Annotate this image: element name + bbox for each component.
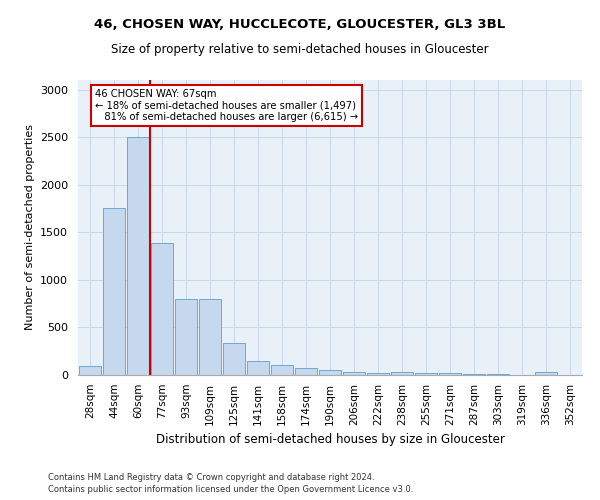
Bar: [535, 372, 557, 375]
Text: Contains public sector information licensed under the Open Government Licence v3: Contains public sector information licen…: [48, 485, 413, 494]
Bar: [463, 374, 485, 375]
Bar: [223, 342, 245, 375]
Bar: [415, 373, 437, 375]
Bar: [367, 373, 389, 375]
Bar: [391, 372, 413, 375]
Bar: [487, 374, 509, 375]
Bar: [343, 372, 365, 375]
Text: Size of property relative to semi-detached houses in Gloucester: Size of property relative to semi-detach…: [111, 42, 489, 56]
Text: Contains HM Land Registry data © Crown copyright and database right 2024.: Contains HM Land Registry data © Crown c…: [48, 472, 374, 482]
X-axis label: Distribution of semi-detached houses by size in Gloucester: Distribution of semi-detached houses by …: [155, 433, 505, 446]
Bar: [439, 373, 461, 375]
Text: 46, CHOSEN WAY, HUCCLECOTE, GLOUCESTER, GL3 3BL: 46, CHOSEN WAY, HUCCLECOTE, GLOUCESTER, …: [94, 18, 506, 30]
Bar: [151, 242, 173, 375]
Bar: [199, 299, 221, 375]
Text: 46 CHOSEN WAY: 67sqm
← 18% of semi-detached houses are smaller (1,497)
   81% of: 46 CHOSEN WAY: 67sqm ← 18% of semi-detac…: [95, 88, 358, 122]
Bar: [295, 368, 317, 375]
Bar: [127, 137, 149, 375]
Bar: [79, 366, 101, 375]
Bar: [175, 299, 197, 375]
Bar: [103, 208, 125, 375]
Bar: [247, 360, 269, 375]
Bar: [271, 366, 293, 375]
Y-axis label: Number of semi-detached properties: Number of semi-detached properties: [25, 124, 35, 330]
Bar: [319, 370, 341, 375]
